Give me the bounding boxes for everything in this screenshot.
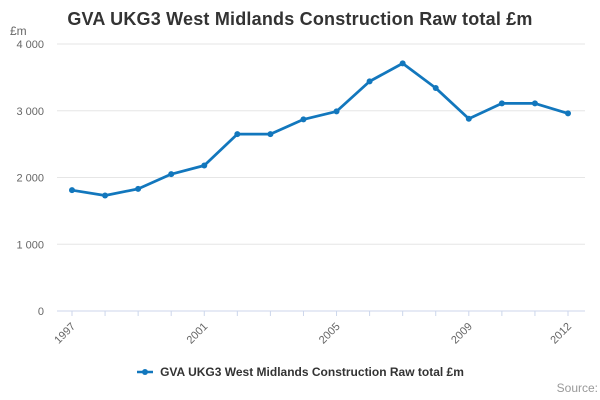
data-point-marker[interactable] bbox=[565, 110, 572, 117]
legend-label: GVA UKG3 West Midlands Construction Raw … bbox=[160, 365, 464, 379]
y-axis-tick-label: 2 000 bbox=[16, 173, 44, 185]
data-point-marker[interactable] bbox=[300, 116, 307, 123]
chart-title: GVA UKG3 West Midlands Construction Raw … bbox=[67, 9, 533, 29]
data-point-marker[interactable] bbox=[498, 100, 505, 107]
data-line bbox=[70, 61, 570, 197]
x-axis-tick-label: 2005 bbox=[317, 321, 343, 347]
data-point-marker[interactable] bbox=[531, 100, 538, 107]
y-axis-tick-label: 1 000 bbox=[16, 239, 44, 251]
data-point-marker[interactable] bbox=[201, 162, 208, 169]
data-point-marker[interactable] bbox=[69, 187, 75, 194]
line-series-legend-icon bbox=[137, 369, 154, 375]
x-axis-tick-label: 2001 bbox=[185, 321, 211, 347]
y-axis-unit-label: £m bbox=[10, 24, 27, 38]
y-axis-tick-label: 0 bbox=[38, 306, 44, 318]
y-axis-tick-label: 4 000 bbox=[16, 39, 44, 51]
legend-item[interactable]: GVA UKG3 West Midlands Construction Raw … bbox=[0, 364, 600, 380]
data-point-marker[interactable] bbox=[366, 78, 373, 85]
data-point-marker[interactable] bbox=[234, 131, 241, 138]
source-credits[interactable]: Source: bbox=[556, 381, 598, 395]
data-point-marker[interactable] bbox=[333, 108, 340, 115]
data-point-marker[interactable] bbox=[465, 115, 472, 122]
y-axis-tick-label: 3 000 bbox=[16, 106, 44, 118]
data-point-marker[interactable] bbox=[432, 85, 439, 92]
data-point-marker[interactable] bbox=[267, 131, 274, 138]
data-point-marker[interactable] bbox=[168, 171, 175, 178]
data-point-marker[interactable] bbox=[135, 185, 142, 192]
x-axis-tick-label: 1997 bbox=[52, 321, 78, 347]
x-axis-tick-label: 2012 bbox=[548, 321, 574, 347]
data-point-marker[interactable] bbox=[102, 192, 109, 199]
data-point-marker[interactable] bbox=[399, 60, 406, 67]
x-axis-tick-label: 2009 bbox=[449, 321, 475, 347]
